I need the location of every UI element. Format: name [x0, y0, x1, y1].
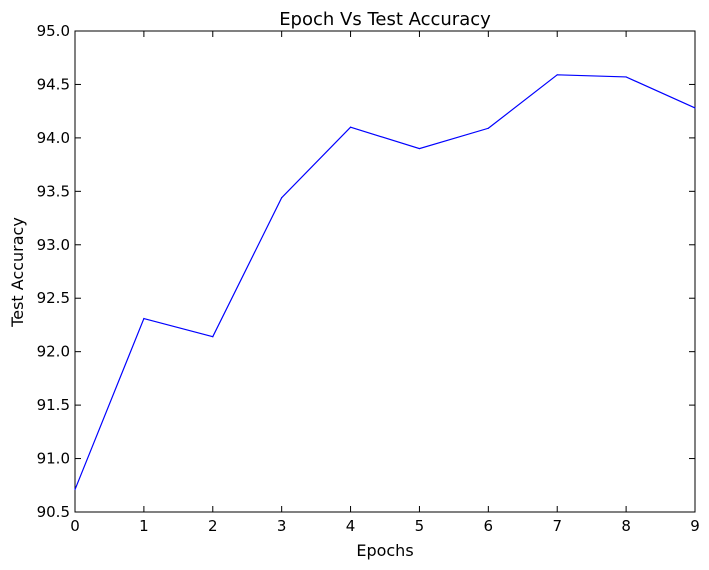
data-point — [556, 74, 558, 76]
x-tick-label: 6 — [484, 517, 494, 535]
data-point — [487, 127, 489, 129]
data-point — [74, 488, 76, 491]
x-tick-label: 9 — [690, 517, 700, 535]
y-tick-label: 95.0 — [37, 22, 70, 40]
x-tick-label: 7 — [552, 517, 562, 535]
data-point — [281, 197, 283, 199]
y-tick-label: 92.5 — [37, 289, 70, 307]
plot-frame — [74, 30, 696, 513]
data-point — [418, 147, 421, 150]
chart-title: Epoch Vs Test Accuracy — [279, 9, 491, 30]
y-tick-label: 91.0 — [37, 450, 70, 468]
data-point — [349, 126, 352, 128]
data-point — [212, 336, 214, 338]
y-tick-label: 91.5 — [37, 396, 70, 414]
x-tick-label: 8 — [621, 517, 631, 535]
series-line — [74, 74, 696, 490]
x-tick-label: 2 — [208, 517, 218, 535]
plot-area: 0 1 2 3 4 5 6 7 8 9 90.5 91.0 91.5 92.0 92.5 93.0 93.5 94… — [37, 22, 700, 535]
x-tick-label: 4 — [346, 517, 356, 535]
y-tick-label: 93.0 — [37, 236, 70, 254]
x-tick-label: 3 — [277, 517, 287, 535]
x-tick-label: 0 — [70, 517, 80, 535]
x-tick-label: 5 — [415, 517, 425, 535]
y-axis-label: Test Accuracy — [8, 217, 27, 328]
data-point — [694, 107, 696, 109]
y-tick-label: 93.5 — [37, 182, 70, 200]
y-tick-label: 94.5 — [37, 75, 70, 93]
y-tick-label: 92.0 — [37, 343, 70, 361]
x-tick-label: 1 — [139, 517, 149, 535]
x-axis-label: Epochs — [356, 541, 413, 560]
data-point — [625, 76, 627, 78]
y-tick-label: 94.0 — [37, 129, 70, 147]
y-tick-label: 90.5 — [37, 503, 70, 521]
data-point — [143, 317, 145, 320]
